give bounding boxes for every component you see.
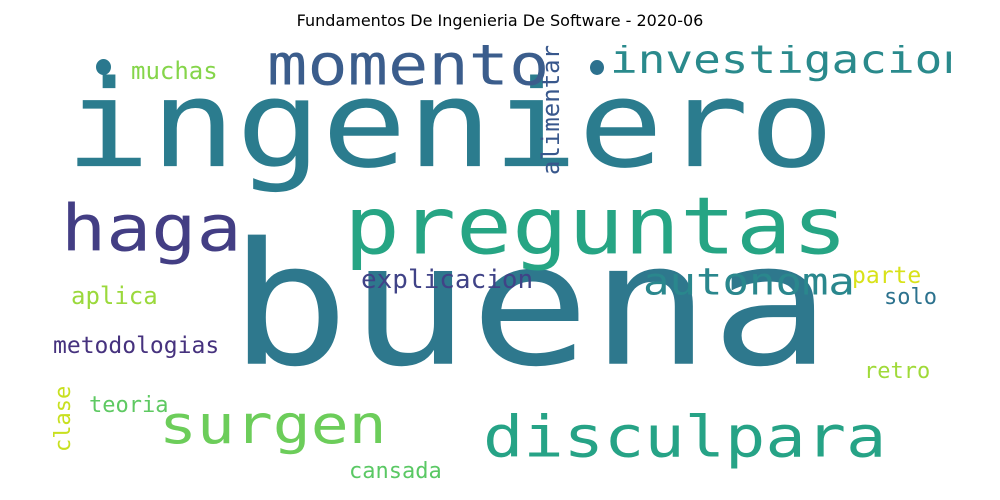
dot-mark — [96, 59, 111, 75]
word-alimentar: alimentar — [537, 45, 565, 175]
word-aplica: aplica — [71, 282, 158, 310]
dot-mark — [590, 60, 604, 75]
word-explicacion: explicacion — [361, 265, 534, 295]
word-solo: solo — [884, 285, 937, 310]
word-cansada: cansada — [349, 459, 442, 484]
word-momento: momento — [267, 45, 550, 99]
word-cloud: ingeniero buena preguntas momento invest… — [49, 45, 951, 492]
word-autonoma: autonoma — [643, 260, 855, 304]
word-metodologias: metodologias — [53, 333, 220, 359]
chart-title: Fundamentos De Ingenieria De Software - … — [296, 11, 704, 30]
word-disculpara: disculpara — [483, 403, 887, 471]
word-teoria: teoria — [89, 393, 169, 418]
word-parte: parte — [852, 263, 922, 289]
word-surgen: surgen — [159, 393, 387, 456]
word-ingeniero: ingeniero — [65, 54, 835, 196]
word-retro: retro — [864, 359, 931, 384]
word-clase: clase — [51, 385, 76, 452]
word-muchas: muchas — [131, 57, 218, 85]
word-haga: haga — [61, 191, 242, 266]
word-preguntas: preguntas — [344, 180, 848, 272]
word-buena: buena — [229, 206, 832, 405]
word-investigacion: investigacion — [610, 45, 951, 83]
